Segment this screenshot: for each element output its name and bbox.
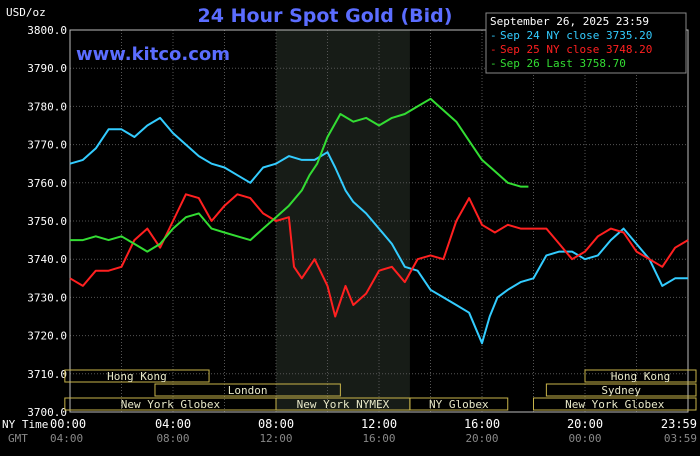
x-tick-label-gmt: 12:00 <box>259 432 292 445</box>
session-bar <box>409 397 509 411</box>
legend-swatch: - <box>490 57 497 70</box>
x-tick-label-gmt: 04:00 <box>50 432 83 445</box>
x-tick-label-ny: 20:00 <box>567 417 603 431</box>
x-tick-label-ny: 08:00 <box>258 417 294 431</box>
session-label: Sydney <box>601 384 641 397</box>
session-label: NY Globex <box>429 398 489 411</box>
session-label: New York Globex <box>121 398 221 411</box>
x-tick-label-gmt: 00:00 <box>568 432 601 445</box>
brand-label: www.kitco.com <box>76 44 230 65</box>
legend-swatch: - <box>490 29 497 42</box>
y-tick-label: 3770.0 <box>27 139 67 152</box>
plot-frame <box>69 29 689 413</box>
x-tick-label-gmt: 16:00 <box>362 432 395 445</box>
legend-swatch: - <box>490 43 497 56</box>
x-tick-label-ny: 04:00 <box>155 417 191 431</box>
session-label: New York Globex <box>565 398 665 411</box>
session-label: Hong Kong <box>107 370 167 383</box>
y-tick-label: 3730.0 <box>27 291 67 304</box>
legend-entry: Sep 26 Last 3758.70 <box>500 57 626 70</box>
y-tick-label: 3700.0 <box>27 406 67 419</box>
series-line-3 <box>70 97 529 253</box>
y-tick-label: 3720.0 <box>27 330 67 343</box>
x-tick-label-ny: 00:00 <box>50 417 86 431</box>
y-tick-label: 3750.0 <box>27 215 67 228</box>
x-tick-label-gmt: 03:59 <box>664 432 697 445</box>
session-bar <box>545 383 697 397</box>
chart-title: 24 Hour Spot Gold (Bid) <box>198 5 453 27</box>
y-tick-label: 3760.0 <box>27 177 67 190</box>
x-tick-label-ny: 12:00 <box>361 417 397 431</box>
ny-time-label: NY Time <box>2 418 48 431</box>
y-tick-label: 3740.0 <box>27 253 67 266</box>
x-tick-label-gmt: 08:00 <box>156 432 189 445</box>
legend-box <box>485 12 687 74</box>
session-label: Hong Kong <box>611 370 671 383</box>
y-tick-label: 3710.0 <box>27 368 67 381</box>
series-line-2 <box>69 193 689 318</box>
session-label: London <box>228 384 268 397</box>
timestamp-label: September 26, 2025 23:59 <box>490 15 649 28</box>
y-tick-label: 3780.0 <box>27 100 67 113</box>
gmt-label: GMT <box>8 432 28 445</box>
session-bar <box>64 369 210 383</box>
legend-entry: Sep 24 NY close 3735.20 <box>500 29 652 42</box>
session-bar <box>154 383 341 397</box>
units-label: USD/oz <box>6 6 46 19</box>
x-tick-label-ny: 16:00 <box>464 417 500 431</box>
x-tick-label-gmt: 20:00 <box>465 432 498 445</box>
session-bar <box>533 397 697 411</box>
legend-entry: Sep 25 NY close 3748.20 <box>500 43 652 56</box>
session-bar <box>584 369 697 383</box>
y-tick-label: 3790.0 <box>27 62 67 75</box>
nymex-shaded-region <box>276 30 410 412</box>
series-line-1 <box>69 116 688 345</box>
y-tick-label: 3800.0 <box>27 24 67 37</box>
x-tick-label-ny: 23:59 <box>661 417 697 431</box>
session-label: New York NYMEX <box>297 398 390 411</box>
